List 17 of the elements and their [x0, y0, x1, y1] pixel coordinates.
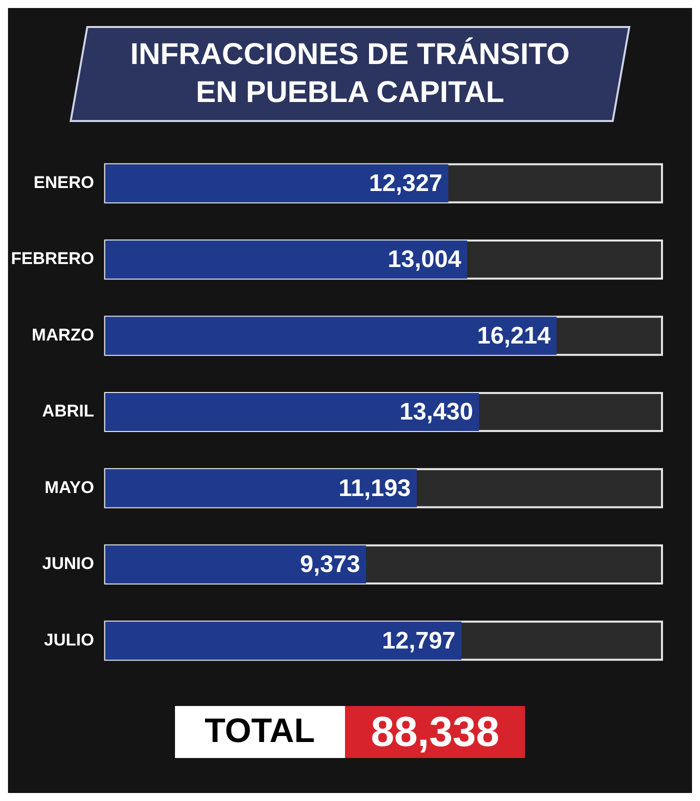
data-label: 9,373 — [300, 551, 360, 578]
y-tick-label: FEBRERO — [10, 249, 94, 268]
y-tick-label: JUNIO — [42, 554, 94, 574]
text: TOTAL — [174, 706, 345, 758]
data-label: 11,193 — [338, 474, 411, 502]
chart-title: INFRACCIONES DE TRÁNSITO EN PUEBLA CAPITAL — [129, 36, 571, 111]
data-label: 12,327 — [368, 170, 442, 197]
data-label: 13,004 — [388, 246, 462, 274]
y-tick-label: ABRIL — [42, 402, 94, 421]
y-tick-label: MAYO — [44, 478, 94, 497]
data-label: 16,214 — [477, 322, 552, 350]
data-label: 12,797 — [382, 627, 456, 654]
y-tick-label: MARZO — [32, 325, 94, 344]
data-label: 13,430 — [400, 398, 474, 426]
text: 88,338 — [344, 706, 526, 758]
y-tick-label: JULIO — [44, 630, 94, 650]
y-tick-label: ENERO — [34, 173, 94, 192]
